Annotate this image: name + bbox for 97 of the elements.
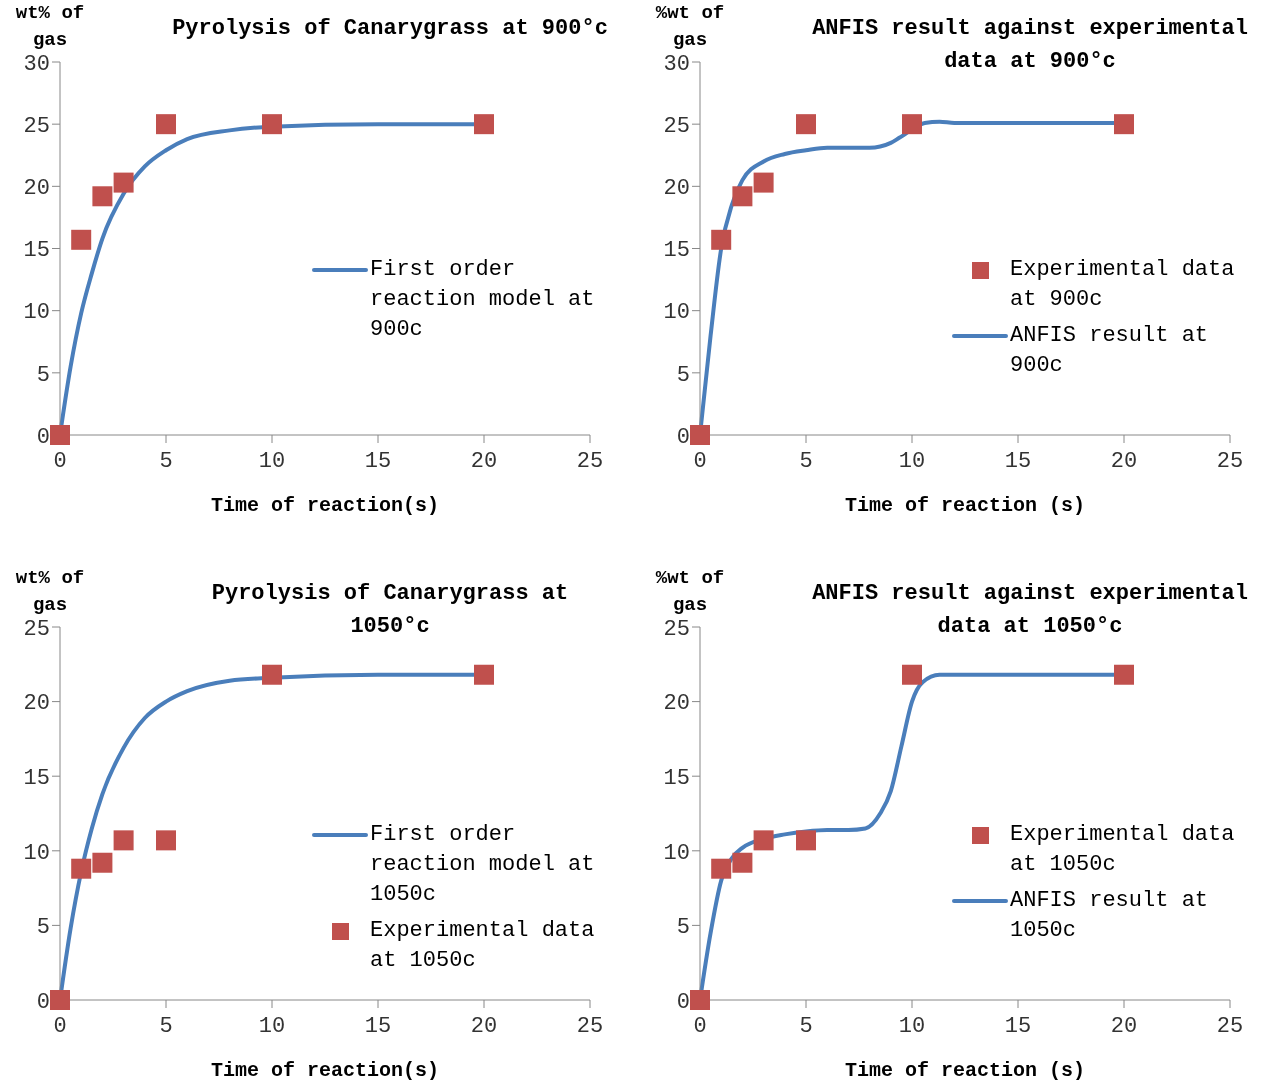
x-tick-label: 5	[799, 448, 813, 474]
y-tick-label: 0	[36, 989, 50, 1015]
y-tick-label: 5	[676, 362, 690, 388]
point	[902, 114, 922, 135]
point	[50, 990, 70, 1010]
y-tick-label: 20	[23, 691, 50, 717]
x-tick-label: 25	[576, 1013, 604, 1039]
x-tick-label: 5	[159, 1013, 173, 1039]
x-tick-label: 15	[364, 448, 392, 474]
y-tick-label: 25	[663, 113, 690, 139]
point	[711, 229, 732, 250]
point	[113, 172, 134, 193]
x-tick-label: 15	[364, 1013, 392, 1039]
x-tick-label: 10	[898, 448, 926, 474]
point	[474, 664, 494, 685]
x-tick-label: 15	[1004, 448, 1032, 474]
y-tick-label: 0	[676, 424, 690, 450]
point	[902, 664, 922, 685]
chart-title: ANFIS result against experimental data at 1050°c	[811, 580, 1249, 641]
y-tick-label: 20	[663, 691, 690, 717]
legend-label: Experimental data at 1050c	[1010, 821, 1236, 879]
x-tick-label: 5	[799, 1013, 813, 1039]
point	[156, 114, 176, 135]
point	[92, 186, 113, 207]
y-tick-label: 30	[23, 51, 50, 77]
point	[1114, 664, 1134, 685]
point	[690, 990, 710, 1010]
point	[753, 830, 774, 851]
y-tick-label: 10	[23, 840, 50, 866]
x-tick-label: 20	[1110, 1013, 1138, 1039]
point	[796, 114, 816, 135]
y-axis-title: wt% of gas	[15, 2, 85, 51]
point	[92, 852, 113, 873]
x-tick-label: 10	[258, 448, 286, 474]
y-tick-label: 0	[676, 989, 690, 1015]
x-tick-label: 10	[898, 1013, 926, 1039]
legend-label: ANFIS result at 900c	[1010, 322, 1210, 380]
point	[50, 425, 70, 445]
legend-label: ANFIS result at 1050c	[1010, 887, 1210, 945]
point	[113, 830, 134, 851]
point	[71, 858, 92, 879]
y-tick-label: 20	[23, 176, 50, 202]
x-axis-title: Time of reaction(s)	[210, 494, 440, 517]
y-tick-label: 15	[23, 238, 50, 264]
y-tick-label: 0	[36, 424, 50, 450]
x-tick-label: 25	[1216, 448, 1244, 474]
point	[474, 114, 494, 135]
y-tick-label: 10	[663, 840, 690, 866]
x-axis-title: Time of reaction (s)	[844, 494, 1086, 517]
point	[71, 229, 92, 250]
chart-title: ANFIS result against experimental data at 900°c	[811, 15, 1249, 76]
x-tick-label: 10	[258, 1013, 286, 1039]
x-tick-label: 5	[159, 448, 173, 474]
point	[753, 172, 774, 193]
y-tick-label: 10	[23, 300, 50, 326]
point	[796, 830, 816, 851]
y-tick-label: 25	[23, 616, 50, 642]
x-tick-label: 20	[470, 1013, 498, 1039]
x-tick-label: 0	[693, 1013, 707, 1039]
x-tick-label: 15	[1004, 1013, 1032, 1039]
chart-title: Pyrolysis of Canarygrass at 900°c	[171, 15, 609, 43]
y-axis-title: %wt of gas	[655, 567, 725, 616]
x-axis-title: Time of reaction(s)	[210, 1059, 440, 1082]
y-tick-label: 5	[36, 915, 50, 941]
legend-label: Experimental data at 1050c	[370, 917, 596, 975]
point	[732, 186, 753, 207]
point	[156, 830, 176, 851]
x-tick-label: 25	[576, 448, 604, 474]
y-tick-label: 20	[663, 176, 690, 202]
point	[732, 852, 753, 873]
point	[262, 114, 282, 135]
chart-title: Pyrolysis of Canarygrass at 1050°c	[210, 580, 570, 641]
y-tick-label: 10	[663, 300, 690, 326]
x-tick-label: 25	[1216, 1013, 1244, 1039]
y-tick-label: 25	[663, 616, 690, 642]
x-axis-title: Time of reaction (s)	[844, 1059, 1086, 1082]
y-axis-title: wt% of gas	[15, 567, 85, 616]
y-tick-label: 15	[663, 238, 690, 264]
x-tick-label: 0	[53, 1013, 67, 1039]
point	[262, 664, 282, 685]
legend-label: First order reaction model at 900c	[370, 256, 596, 344]
point	[1114, 114, 1134, 135]
x-tick-label: 0	[693, 448, 707, 474]
y-tick-label: 30	[663, 51, 690, 77]
y-tick-label: 5	[676, 915, 690, 941]
y-tick-label: 5	[36, 362, 50, 388]
y-tick-label: 25	[23, 113, 50, 139]
y-axis-title: %wt of gas	[655, 2, 725, 51]
point	[711, 858, 732, 879]
x-tick-label: 20	[1110, 448, 1138, 474]
x-tick-label: 0	[53, 448, 67, 474]
legend-label: Experimental data at 900c	[1010, 256, 1236, 314]
x-tick-label: 20	[470, 448, 498, 474]
y-tick-label: 15	[663, 766, 690, 792]
point	[690, 425, 710, 445]
y-tick-label: 15	[23, 766, 50, 792]
legend-label: First order reaction model at 1050c	[370, 821, 596, 909]
